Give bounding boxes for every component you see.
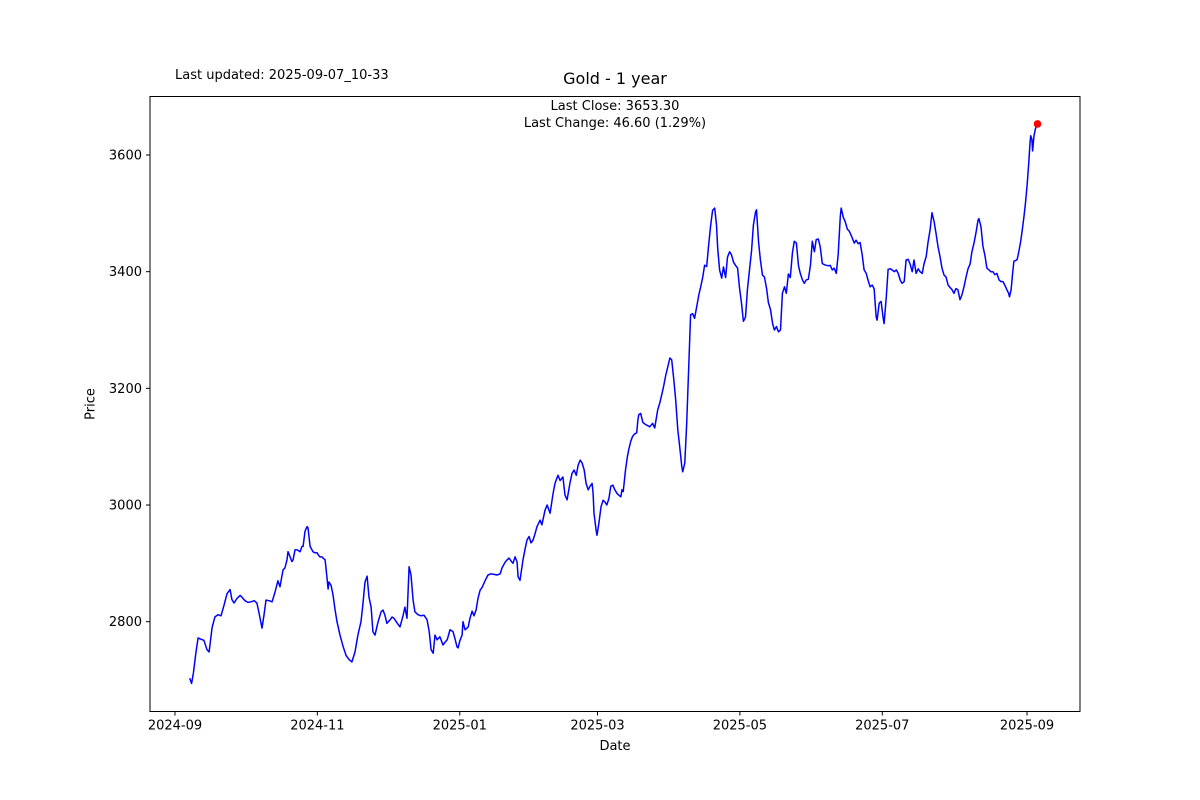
last-close-text: Last Close: 3653.30 <box>550 99 680 114</box>
y-tick-label: 3000 <box>109 499 142 514</box>
x-axis-label: Date <box>599 739 631 754</box>
y-tick-label: 3400 <box>109 265 142 280</box>
x-tick-label: 2024-11 <box>290 719 344 734</box>
last-updated-text: Last updated: 2025-09-07_10-33 <box>175 68 389 83</box>
last-change-text: Last Change: 46.60 (1.29%) <box>523 116 707 131</box>
price-line <box>189 123 1039 685</box>
x-tick-label: 2025-09 <box>1000 719 1054 734</box>
chart-title: Gold - 1 year <box>563 69 667 88</box>
y-tick-label: 3200 <box>109 382 142 397</box>
y-tick-label: 2800 <box>109 615 142 630</box>
y-tick-label: 3600 <box>109 149 142 164</box>
x-tick-label: 2025-05 <box>713 719 767 734</box>
x-tick-label: 2025-03 <box>570 719 624 734</box>
y-axis-label: Price <box>83 388 99 420</box>
chart-annotation: Last Close: 3653.30 Last Change: 46.60 (… <box>150 98 1080 132</box>
last-close-marker <box>1033 120 1042 128</box>
axes-box <box>149 96 1081 712</box>
x-tick-label: 2024-09 <box>148 719 202 734</box>
x-tick-label: 2025-01 <box>433 719 487 734</box>
x-tick-label: 2025-07 <box>855 719 909 734</box>
